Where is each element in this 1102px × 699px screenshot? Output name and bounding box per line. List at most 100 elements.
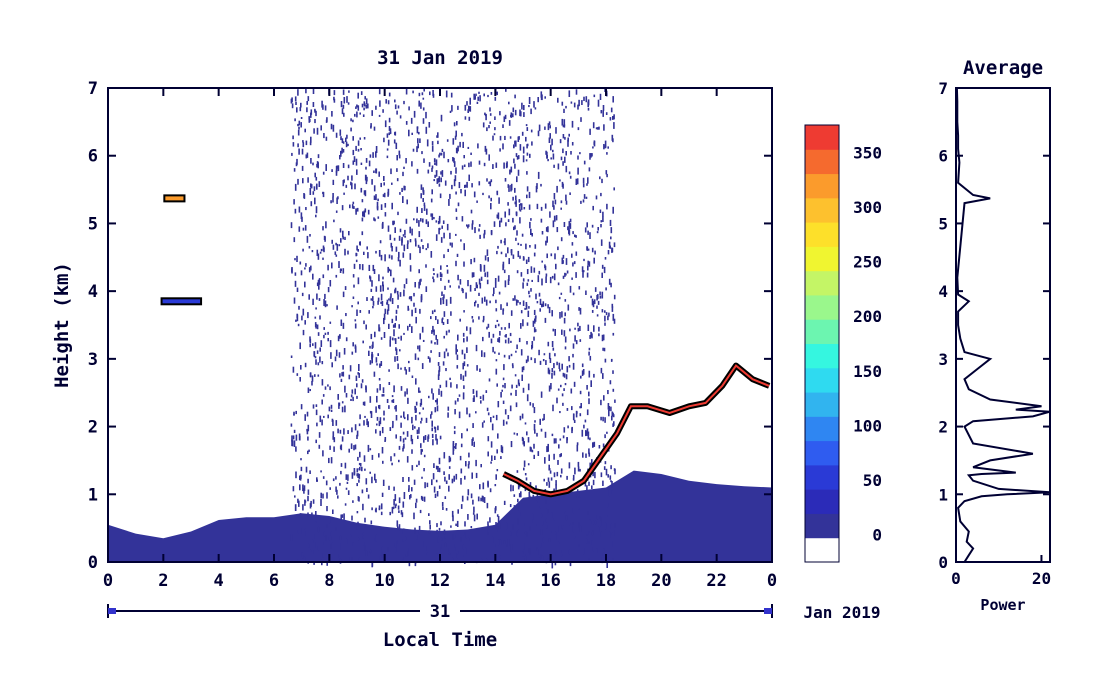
clutter-speck bbox=[486, 407, 489, 412]
clutter-speck bbox=[428, 513, 430, 516]
clutter-speck bbox=[340, 268, 342, 271]
profile-y-tick-label: 0 bbox=[938, 553, 948, 572]
clutter-speck bbox=[432, 276, 434, 279]
clutter-speck bbox=[561, 525, 564, 529]
clutter-speck bbox=[404, 536, 407, 541]
clutter-speck bbox=[402, 431, 405, 435]
clutter-speck bbox=[604, 257, 607, 260]
clutter-speck bbox=[396, 356, 399, 361]
clutter-speck bbox=[500, 392, 502, 398]
clutter-speck bbox=[553, 472, 556, 478]
clutter-speck bbox=[563, 373, 566, 378]
clutter-speck bbox=[493, 221, 496, 227]
clutter-speck bbox=[560, 156, 563, 161]
clutter-speck bbox=[435, 434, 437, 441]
clutter-speck bbox=[590, 380, 592, 387]
clutter-speck bbox=[315, 110, 317, 117]
clutter-speck bbox=[342, 230, 344, 238]
clutter-speck bbox=[568, 523, 571, 526]
clutter-speck bbox=[309, 234, 311, 237]
clutter-speck bbox=[522, 366, 525, 371]
clutter-speck bbox=[547, 447, 549, 452]
profile-y-tick-label: 5 bbox=[938, 214, 948, 233]
clutter-speck bbox=[418, 231, 421, 238]
clutter-speck bbox=[512, 485, 514, 492]
clutter-speck bbox=[455, 216, 458, 220]
clutter-speck bbox=[292, 135, 294, 140]
x-tick-label: 10 bbox=[374, 571, 394, 591]
colorbar-swatch bbox=[805, 513, 839, 539]
clutter-speck bbox=[579, 525, 582, 533]
clutter-speck bbox=[407, 240, 409, 245]
clutter-speck bbox=[484, 255, 487, 261]
clutter-speck bbox=[411, 438, 414, 445]
clutter-speck bbox=[589, 153, 591, 160]
clutter-speck bbox=[448, 485, 450, 492]
clutter-speck bbox=[326, 524, 328, 529]
clutter-speck bbox=[510, 112, 513, 118]
clutter-speck bbox=[428, 122, 431, 128]
main-chart-title: 31 Jan 2019 bbox=[377, 47, 503, 69]
clutter-speck bbox=[518, 199, 521, 202]
clutter-speck bbox=[314, 533, 317, 540]
clutter-speck bbox=[325, 480, 328, 486]
clutter-speck bbox=[614, 522, 616, 528]
clutter-speck bbox=[308, 294, 310, 300]
clutter-speck bbox=[315, 184, 318, 189]
clutter-speck bbox=[533, 327, 536, 333]
clutter-speck bbox=[518, 505, 520, 511]
clutter-speck bbox=[516, 530, 519, 537]
clutter-speck bbox=[511, 384, 513, 389]
clutter-speck bbox=[463, 338, 465, 343]
clutter-speck bbox=[430, 350, 432, 353]
clutter-speck bbox=[438, 154, 440, 158]
clutter-speck bbox=[471, 223, 474, 230]
clutter-speck bbox=[586, 534, 588, 537]
clutter-speck bbox=[569, 560, 572, 567]
clutter-speck bbox=[373, 371, 376, 377]
clutter-speck bbox=[398, 150, 401, 156]
clutter-speck bbox=[460, 478, 462, 485]
clutter-speck bbox=[297, 123, 299, 127]
clutter-speck bbox=[363, 107, 365, 111]
clutter-speck bbox=[294, 504, 297, 511]
clutter-speck bbox=[531, 449, 534, 453]
clutter-speck bbox=[435, 234, 438, 241]
date-axis-right-marker bbox=[764, 608, 772, 614]
clutter-speck bbox=[375, 406, 377, 413]
clutter-speck bbox=[383, 317, 385, 325]
clutter-speck bbox=[301, 165, 304, 171]
clutter-speck bbox=[304, 414, 306, 421]
heatmap-layer-1 bbox=[290, 88, 616, 569]
clutter-speck bbox=[589, 335, 591, 339]
clutter-speck bbox=[462, 554, 464, 557]
clutter-speck bbox=[568, 221, 571, 228]
clutter-speck bbox=[463, 243, 465, 251]
clutter-speck bbox=[422, 339, 425, 342]
clutter-speck bbox=[441, 543, 443, 550]
clutter-speck bbox=[490, 230, 493, 236]
clutter-speck bbox=[494, 96, 497, 101]
clutter-speck bbox=[367, 444, 370, 452]
clutter-speck bbox=[546, 482, 548, 486]
clutter-speck bbox=[433, 158, 436, 163]
clutter-speck bbox=[459, 141, 461, 148]
clutter-speck bbox=[398, 524, 401, 531]
clutter-speck bbox=[569, 328, 571, 332]
clutter-speck bbox=[382, 479, 385, 486]
clutter-speck bbox=[503, 269, 506, 274]
clutter-speck bbox=[497, 401, 500, 408]
clutter-speck bbox=[550, 383, 552, 390]
x-tick-label: 0 bbox=[103, 571, 113, 591]
clutter-speck bbox=[599, 291, 601, 296]
clutter-speck bbox=[421, 326, 424, 333]
clutter-speck bbox=[318, 283, 320, 290]
clutter-speck bbox=[330, 457, 333, 464]
clutter-speck bbox=[431, 427, 433, 432]
clutter-speck bbox=[299, 342, 301, 350]
clutter-speck bbox=[308, 246, 311, 249]
clutter-speck bbox=[443, 232, 445, 239]
clutter-speck bbox=[300, 122, 302, 128]
clutter-speck bbox=[562, 161, 564, 166]
clutter-speck bbox=[497, 212, 500, 220]
